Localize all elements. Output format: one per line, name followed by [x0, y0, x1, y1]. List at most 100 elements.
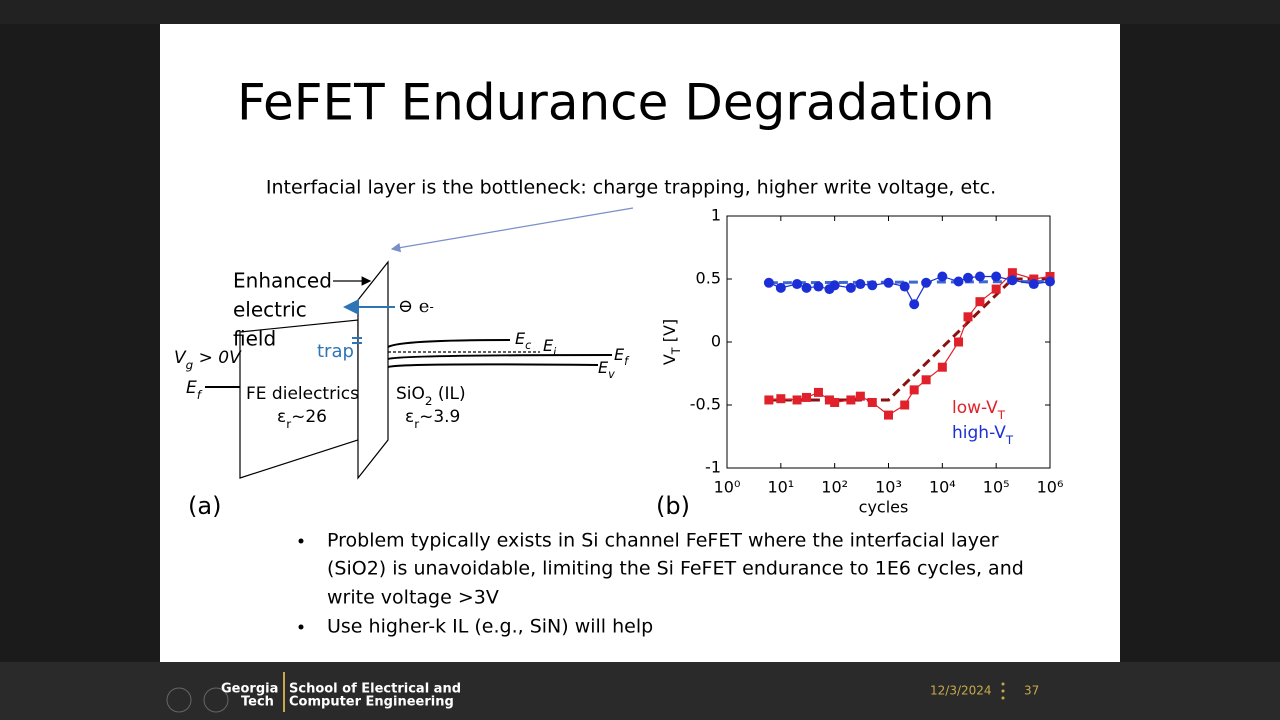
y-tick-label: -0.5: [690, 395, 721, 414]
text-part: ⊖ e: [398, 296, 429, 317]
text-part: ~3.9: [419, 407, 460, 427]
label: field: [233, 327, 276, 351]
text-part: E: [598, 358, 609, 377]
point: [867, 280, 878, 291]
text-part: f: [624, 355, 630, 368]
bullet-text: write voltage >3V: [327, 587, 499, 609]
text-part: E: [515, 329, 526, 348]
x-tick-label: 10⁴: [929, 478, 956, 497]
text-part: ~26: [291, 407, 327, 427]
point: [899, 281, 910, 292]
label: Ec: [515, 329, 531, 352]
point: [1007, 268, 1017, 278]
label: Ef: [186, 378, 203, 402]
ef-line: [387, 354, 613, 360]
top-bar: [0, 0, 1280, 24]
label: electric: [233, 298, 307, 322]
label: εr~26: [277, 407, 327, 431]
point: [909, 299, 920, 310]
point: [813, 281, 824, 292]
next-button[interactable]: [203, 687, 229, 713]
point: [813, 387, 823, 397]
point: [883, 277, 894, 288]
point: [991, 284, 1001, 294]
series-line: [768, 272, 1051, 416]
point: [855, 279, 866, 290]
text-part: E: [614, 345, 625, 364]
point: [909, 385, 919, 395]
x-tick-label: 10⁶: [1037, 478, 1064, 497]
text-part: [V]: [660, 319, 679, 348]
x-tick-label: 10¹: [767, 478, 794, 497]
legend-entry: high-VT: [952, 423, 1014, 447]
point: [954, 337, 964, 347]
x-tick-label: 10³: [875, 478, 902, 497]
text-part: c: [525, 339, 531, 352]
point: [845, 282, 856, 293]
text-part: E: [186, 378, 197, 398]
ec-line: [387, 339, 511, 348]
text-part: > 0V: [193, 348, 242, 368]
point: [775, 282, 786, 293]
point: [1028, 279, 1039, 290]
y-tick-label: 0: [711, 332, 721, 351]
school: Computer Engineering: [289, 695, 454, 710]
y-tick-label: 1: [711, 206, 721, 225]
point: [953, 276, 964, 287]
text-part: 2: [425, 394, 433, 408]
text-part: f: [197, 388, 203, 402]
trap-marks: [352, 337, 362, 344]
point: [801, 282, 812, 293]
prev-button[interactable]: [166, 687, 192, 713]
x-axis-label: cycles: [859, 498, 909, 517]
slide-title: FeFET Endurance Degradation: [237, 74, 995, 132]
subtitle: Interfacial layer is the bottleneck: cha…: [266, 177, 996, 199]
label: Ei: [543, 336, 557, 359]
point: [764, 395, 774, 405]
text-part: high-V: [952, 423, 1006, 443]
text-part: E: [543, 336, 554, 355]
panel-label: (a): [188, 492, 221, 520]
point: [963, 312, 973, 322]
label: Enhanced: [233, 269, 332, 293]
point: [846, 395, 856, 405]
point: [763, 277, 774, 288]
point: [991, 271, 1002, 282]
y-tick-label: -1: [705, 458, 721, 477]
label: Ev: [598, 358, 615, 381]
text-part: ε: [277, 407, 286, 427]
text-part: r: [286, 417, 291, 431]
logo: Tech: [241, 695, 274, 710]
label: trap: [317, 341, 354, 362]
point: [937, 271, 948, 282]
text-part: v: [608, 368, 615, 381]
x-tick-label: 10⁵: [983, 478, 1010, 497]
point: [1045, 271, 1055, 281]
text-part: T: [670, 347, 683, 355]
point: [1045, 276, 1055, 287]
text-part: -: [429, 299, 433, 314]
bottom-bar: [0, 662, 1280, 720]
text-part: V: [660, 354, 679, 365]
point: [830, 397, 840, 407]
bullet: [298, 538, 304, 544]
text-part: SiO: [396, 384, 425, 404]
text-part: ε: [405, 407, 414, 427]
text-part: r: [414, 417, 419, 431]
point: [867, 397, 877, 407]
chart: 10⁰ 10¹ 10² 10³ 10⁴ 10⁵ 10⁶10.50-0.5-1cyclesVT…: [660, 206, 1064, 517]
panel-label: (b): [656, 492, 690, 520]
text-part: low-V: [952, 398, 998, 418]
y-axis-label: VT [V]: [660, 319, 683, 365]
label: FE dielectrics: [246, 384, 359, 404]
legend-entry: low-VT: [952, 398, 1006, 422]
bullet-text: Use higher-k IL (e.g., SiN) will help: [327, 616, 653, 638]
text-part: g: [186, 358, 194, 372]
point: [975, 297, 985, 307]
point: [963, 272, 974, 283]
band-diagram: [205, 207, 634, 480]
logo: Georgia: [221, 682, 278, 697]
point: [792, 395, 802, 405]
